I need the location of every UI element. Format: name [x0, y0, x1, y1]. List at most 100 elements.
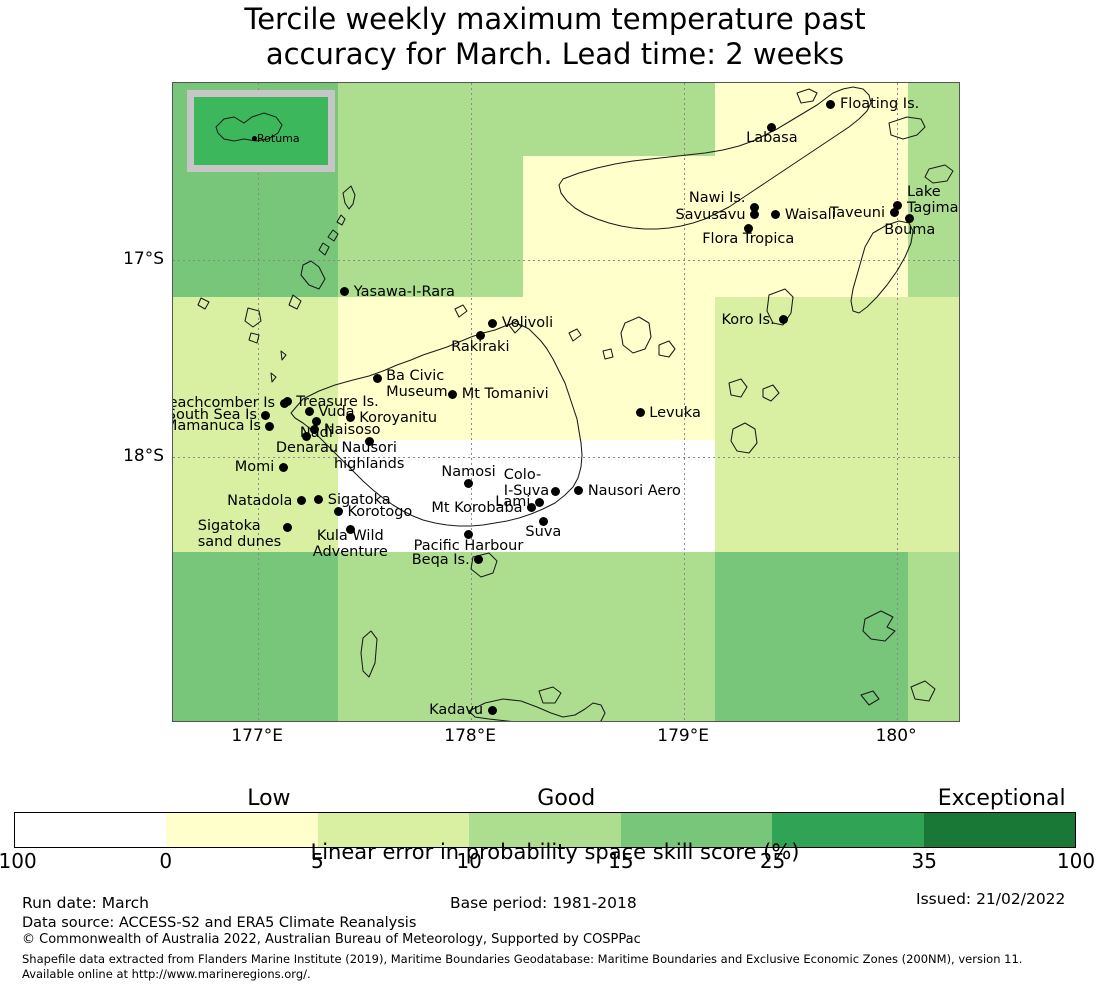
heatmap-cell	[338, 551, 523, 721]
colorbar-segment	[469, 813, 621, 847]
city-marker-dot	[635, 408, 645, 418]
heatmap-cell	[338, 440, 523, 552]
heatmap-cell	[173, 551, 339, 721]
x-axis-tick-label: 177°E	[231, 726, 284, 746]
city-marker-dot	[282, 397, 292, 407]
city-label: Kadavu	[429, 702, 484, 719]
city-marker-dot	[364, 436, 374, 446]
city-label: Taveuni	[829, 204, 886, 221]
city-marker-dot	[779, 315, 789, 325]
city-label: Vuda	[318, 403, 355, 420]
city-marker-dot	[767, 122, 777, 132]
city-label: Savusavu	[675, 206, 746, 223]
city-marker-dot	[311, 417, 321, 427]
city-label: Labasa	[746, 130, 798, 147]
colorbar-segment	[772, 813, 924, 847]
city-label: Waisali	[784, 206, 836, 223]
city-marker-dot	[261, 410, 271, 420]
city-marker-dot	[550, 486, 560, 496]
city-marker-dot	[296, 496, 306, 506]
footer-shapefile-line-1: Shapefile data extracted from Flanders M…	[22, 952, 1023, 966]
colorbar-axis-label: Linear error in probability space skill …	[310, 840, 800, 864]
rotuma-dot	[252, 136, 257, 141]
colorbar-tick-labels: -100 0 5 10 15 25 35 100	[0, 848, 1095, 874]
city-marker-dot	[475, 331, 485, 341]
city-label: Pacific Harbour	[413, 537, 524, 554]
city-marker-dot	[905, 214, 915, 224]
colorbar-segment	[166, 813, 318, 847]
colorbar-group: Low Good Exceptional -100 0 5 10 15 25 35 100	[0, 786, 1095, 874]
colorbar-tick-label: 100	[1056, 849, 1096, 873]
x-axis-tick-label: 178°E	[444, 726, 497, 746]
colorbar-tick-label: 10	[456, 849, 482, 873]
rotuma-coastline	[215, 112, 283, 142]
city-label: Ba Civic Museum	[386, 367, 448, 400]
city-marker-dot	[314, 495, 324, 505]
coastline-overlay	[197, 86, 954, 721]
footer-run-date: Run date: March	[22, 894, 149, 912]
city-marker-dot	[340, 287, 350, 297]
footer-issued-date: Issued: 21/02/2022	[916, 890, 1066, 908]
y-axis-tick-label: 17°S	[123, 249, 164, 270]
heatmap-cell	[715, 551, 908, 721]
city-label: Korotogo	[347, 503, 413, 520]
city-label: Mt Tomanivi	[461, 386, 549, 403]
heatmap-cell	[522, 440, 716, 552]
city-marker-dot	[826, 99, 836, 109]
city-label: Mt Korobaba	[431, 499, 523, 516]
gridline-vertical	[258, 83, 260, 721]
city-marker-dot	[448, 389, 458, 399]
city-marker-dot	[488, 318, 498, 328]
city-marker-dot	[464, 478, 473, 488]
gridline-horizontal	[173, 260, 959, 262]
city-label: Denarau	[275, 439, 339, 456]
city-label: Treasure Is.	[296, 393, 379, 410]
x-axis-tick-label: 180°	[875, 726, 917, 746]
city-marker-dot	[893, 201, 903, 211]
city-label: Namosi	[441, 464, 496, 480]
colorbar-tick-label: -100	[0, 849, 37, 873]
colorbar[interactable]	[14, 812, 1076, 848]
heatmap-cell	[173, 296, 339, 552]
heatmap-cell	[907, 392, 959, 552]
city-label: South Sea Is	[172, 407, 257, 424]
city-marker-dot	[750, 203, 760, 213]
city-marker-dot	[574, 486, 584, 496]
city-label: Floating Is.	[839, 96, 920, 113]
city-label: Mamanuca Is	[172, 418, 261, 435]
city-label: Beqa Is.	[411, 551, 470, 568]
city-label: Nausori highlands	[333, 440, 405, 473]
colorbar-tick-label: 15	[608, 849, 634, 873]
city-marker-dot	[743, 223, 753, 233]
heatmap-cell	[715, 296, 908, 393]
city-label: Kula Wild Adventure	[312, 527, 388, 560]
heatmap-cell	[522, 551, 716, 721]
city-label: Momi	[234, 459, 275, 475]
city-label: Nawi Is.	[688, 189, 746, 206]
footer-base-period: Base period: 1981-2018	[450, 894, 637, 912]
city-label: Sigatoka sand dunes	[197, 517, 282, 550]
map-plot-area[interactable]: Yasawa-I-Rara Floating Is. Labasa Nawi Is. S…	[172, 82, 960, 722]
colorbar-quality-label: Good	[537, 786, 596, 811]
city-marker-dot	[265, 421, 275, 431]
city-marker-dot	[333, 507, 343, 517]
city-label: Levuka	[649, 404, 701, 421]
footer-shapefile-line-2: Available online at http://www.marinereg…	[22, 967, 311, 981]
city-label: Volivoli	[501, 315, 554, 331]
city-marker-dot	[487, 705, 497, 715]
city-label: Lami	[495, 494, 531, 511]
city-marker-dot	[750, 210, 760, 220]
heatmap-cell	[907, 296, 959, 393]
heatmap-cell	[522, 83, 716, 157]
colorbar-tick-label: 35	[911, 849, 938, 873]
city-label: Bouma	[884, 221, 936, 238]
gridline-vertical	[897, 83, 899, 721]
city-marker-dot	[538, 516, 548, 526]
city-label: Lake Tagimaucia	[906, 183, 959, 216]
y-axis-tick-label: 18°S	[123, 446, 164, 467]
heatmap-cell	[715, 392, 908, 552]
city-marker-dot	[302, 432, 312, 442]
city-label: Suva	[525, 524, 562, 541]
heatmap-cell	[522, 156, 716, 297]
colorbar-segment	[620, 813, 773, 847]
